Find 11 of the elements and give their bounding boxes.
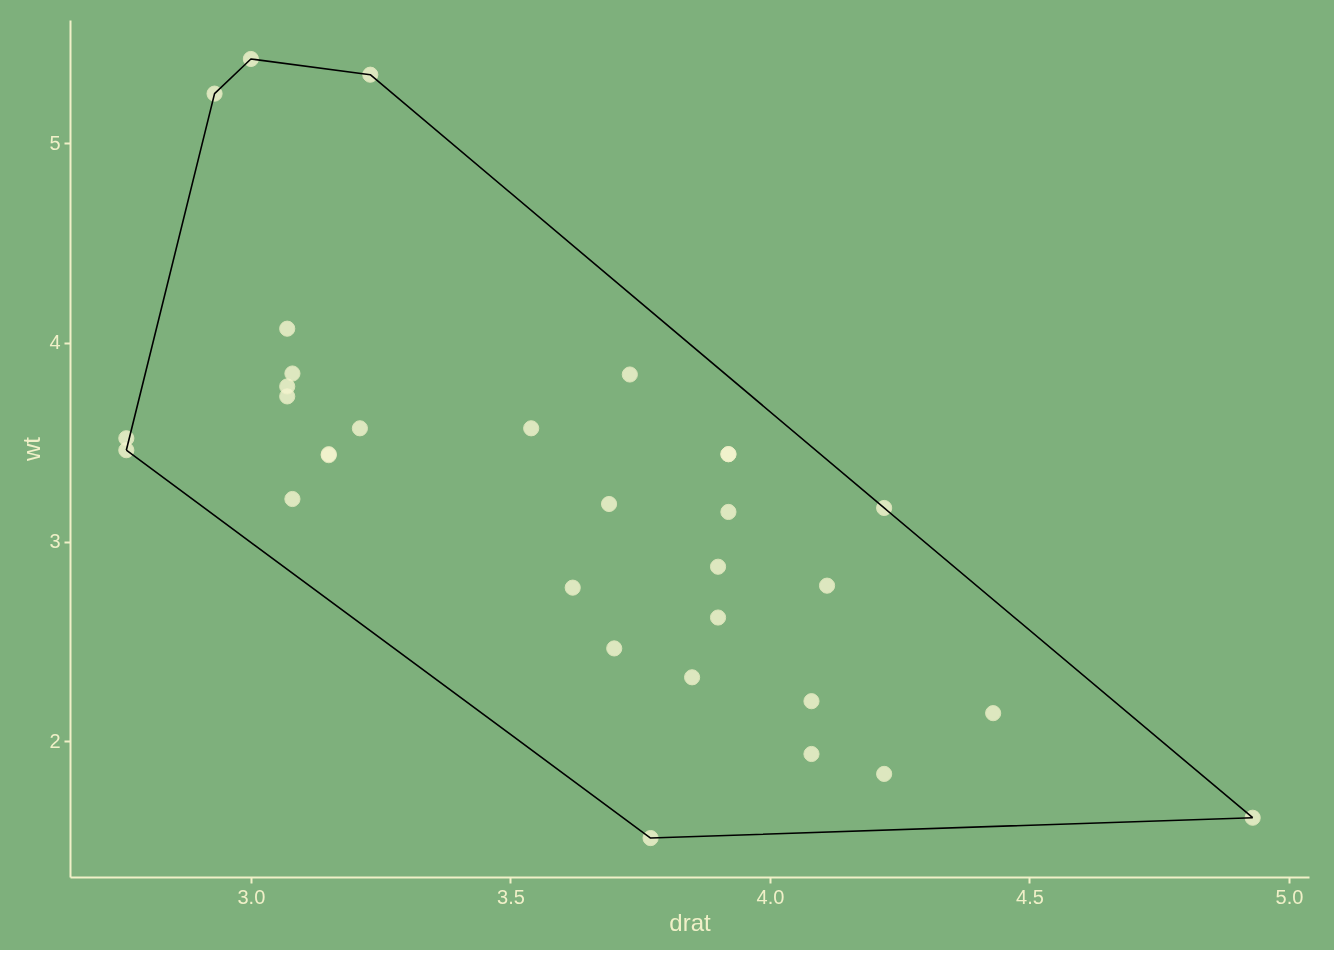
y-tick-label: 3: [49, 530, 61, 553]
y-axis-title: wt: [18, 436, 46, 462]
x-axis-title: drat: [669, 908, 712, 936]
x-tick-label: 3.5: [497, 885, 525, 908]
x-tick-label: 4.0: [756, 885, 785, 908]
x-tick-label: 3.0: [237, 885, 266, 908]
y-tick-label: 2: [49, 729, 61, 752]
x-tick-label: 5.0: [1275, 885, 1304, 908]
y-tick-label: 4: [49, 331, 61, 354]
x-tick-label: 4.5: [1016, 885, 1044, 908]
y-tick-label: 5: [49, 131, 61, 154]
